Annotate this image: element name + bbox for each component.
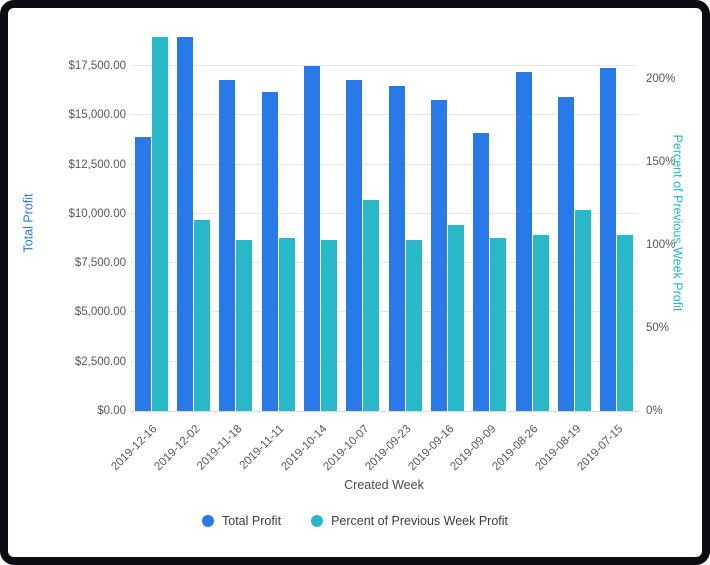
gridline (130, 360, 638, 362)
gridline (130, 114, 638, 116)
gridline (130, 163, 638, 165)
bar-percent-previous-week[interactable] (363, 200, 380, 411)
bar-percent-previous-week[interactable] (405, 239, 422, 411)
y-axis-right-tick-label: 0% (646, 405, 663, 417)
bar-total-profit[interactable] (303, 66, 320, 411)
bar-group (473, 34, 507, 411)
y-axis-left-tick-label: $2,500.00 (74, 355, 126, 368)
bar-total-profit[interactable] (430, 99, 447, 411)
y-axis-left-title-text: Total Profit (22, 192, 36, 253)
bar-group (515, 34, 549, 411)
bar-percent-previous-week[interactable] (574, 210, 591, 411)
bar-group (134, 34, 168, 411)
bar-total-profit[interactable] (134, 137, 151, 411)
bar-group (600, 34, 634, 411)
legend-label-percent-previous-week: Percent of Previous Week Profit (331, 514, 508, 528)
bar-group (346, 34, 380, 411)
y-axis-right-tick-label: 150% (646, 155, 676, 168)
bar-percent-previous-week[interactable] (151, 37, 168, 411)
y-axis-left-tick-label: $17,500.00 (68, 60, 126, 73)
bar-group (430, 34, 464, 411)
y-axis-left-title: Total Profit (18, 34, 40, 411)
bars (130, 34, 638, 411)
legend-dot-percent-previous-week-icon (311, 515, 324, 527)
bar-total-profit[interactable] (176, 36, 193, 411)
y-axis-right-title: Percent of Previous Week Profit (666, 34, 688, 411)
y-axis-right-ticks: 0% 50% 100% 150% 200% (646, 34, 698, 417)
plot-area (130, 34, 638, 412)
y-axis-right-tick-label: 200% (646, 72, 676, 85)
y-axis-left-tick-label: $7,500.00 (74, 257, 126, 270)
bar-group (303, 34, 337, 411)
bar-total-profit[interactable] (600, 68, 617, 411)
bar-total-profit[interactable] (557, 96, 574, 411)
y-axis-left-tick-label: $0.00 (97, 405, 126, 417)
bar-group (388, 34, 422, 411)
bar-percent-previous-week[interactable] (320, 239, 337, 411)
bar-group (557, 34, 591, 411)
legend: Total Profit Percent of Previous Week Pr… (16, 514, 694, 528)
bar-percent-previous-week[interactable] (278, 238, 295, 411)
bar-total-profit[interactable] (346, 79, 363, 411)
bar-total-profit[interactable] (515, 72, 532, 411)
x-axis-labels: 2019-12-16 2019-12-02 2019-11-18 2019-11-11… (110, 415, 638, 477)
gridline (130, 262, 638, 264)
gridline (130, 311, 638, 313)
bar-total-profit[interactable] (219, 79, 236, 411)
bar-percent-previous-week[interactable] (617, 234, 634, 411)
bar-group (261, 34, 295, 411)
y-axis-right-tick-label: 50% (646, 321, 670, 334)
gridline (130, 65, 638, 67)
bar-group (176, 34, 210, 411)
bar-total-profit[interactable] (261, 91, 278, 411)
y-axis-left-tick-label: $12,500.00 (68, 158, 126, 171)
bar-percent-previous-week[interactable] (236, 239, 253, 411)
legend-dot-total-profit-icon (202, 515, 214, 527)
y-axis-left-tick-label: $10,000.00 (68, 207, 126, 220)
gridline (130, 212, 638, 214)
y-axis-right-tick-label: 100% (646, 238, 676, 251)
y-axis-left-tick-label: $15,000.00 (68, 109, 126, 122)
bar-group (219, 34, 253, 411)
bar-percent-previous-week[interactable] (193, 220, 210, 411)
bar-percent-previous-week[interactable] (490, 238, 507, 411)
y-axis-left-tick-label: $5,000.00 (74, 306, 126, 319)
legend-item-total-profit[interactable]: Total Profit (202, 514, 281, 528)
legend-item-percent-previous-week[interactable]: Percent of Previous Week Profit (311, 514, 508, 528)
bar-total-profit[interactable] (473, 133, 490, 411)
bar-percent-previous-week[interactable] (447, 225, 464, 411)
legend-label-total-profit: Total Profit (222, 514, 282, 528)
chart-container: Total Profit $0.00 $2,500.00 $5,000.00 $7,5… (16, 16, 694, 549)
y-axis-left-ticks: $0.00 $2,500.00 $5,000.00 $7,500.00 $10,000.… (42, 34, 126, 417)
bar-total-profit[interactable] (388, 85, 405, 411)
x-axis-title: Created Week (344, 478, 424, 492)
bar-percent-previous-week[interactable] (532, 234, 549, 411)
y-axis-right-title-text: Percent of Previous Week Profit (670, 134, 684, 311)
